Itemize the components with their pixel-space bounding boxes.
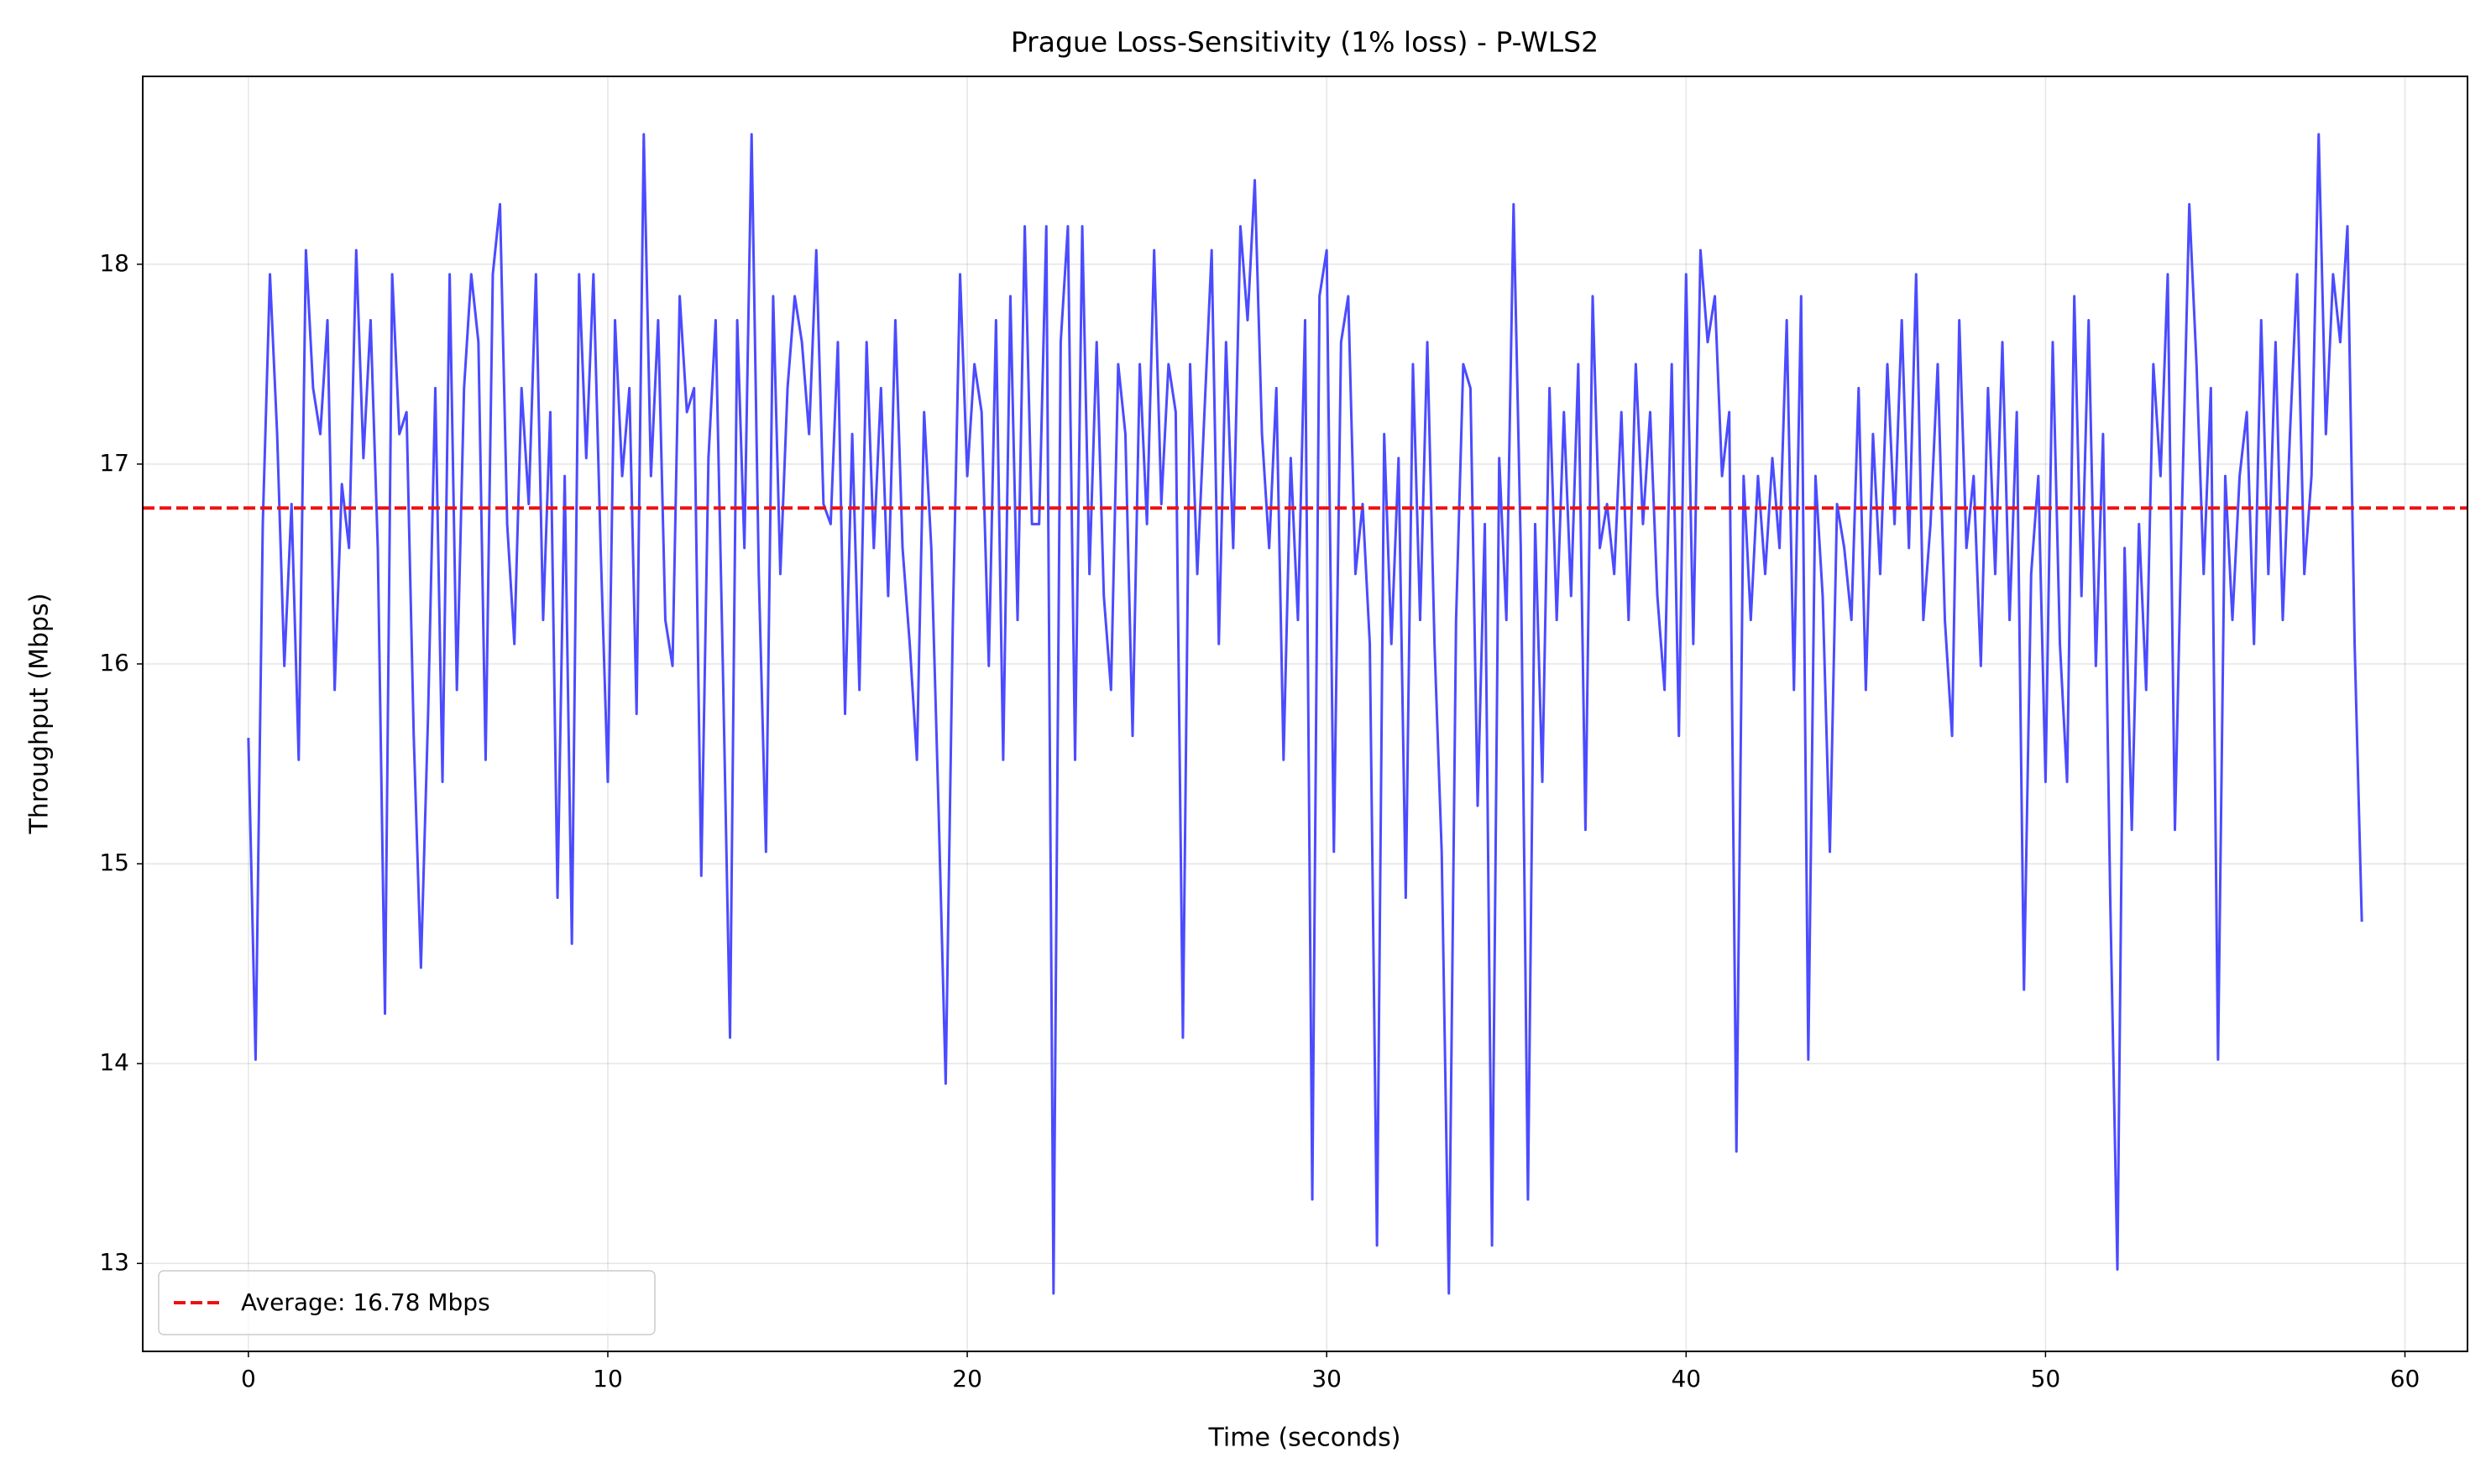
x-tick-label: 20	[952, 1365, 982, 1393]
y-tick-label: 16	[99, 649, 129, 677]
y-tick-label: 13	[99, 1248, 129, 1276]
x-tick-label: 10	[593, 1365, 623, 1393]
x-tick-label: 30	[1311, 1365, 1342, 1393]
legend-label: Average: 16.78 Mbps	[241, 1288, 490, 1316]
legend: Average: 16.78 Mbps	[158, 1270, 656, 1335]
plot-frame	[142, 76, 2468, 1352]
y-axis-label: Throughput (Mbps)	[25, 593, 55, 835]
y-tick-label: 15	[99, 849, 129, 876]
x-tick-label: 0	[241, 1365, 256, 1393]
y-tick-label: 14	[99, 1048, 129, 1076]
legend-box	[158, 1270, 656, 1335]
x-tick-label: 40	[1671, 1365, 1701, 1393]
y-tick-label: 17	[99, 449, 129, 477]
x-tick-label: 50	[2031, 1365, 2061, 1393]
x-tick-label: 60	[2390, 1365, 2420, 1393]
x-axis-label: Time (seconds)	[1208, 1424, 1401, 1453]
y-tick-label: 18	[99, 249, 129, 277]
chart-title: Prague Loss-Sensitivity (1% loss) - P-WL…	[1011, 26, 1599, 59]
data-line	[247, 133, 2363, 1295]
